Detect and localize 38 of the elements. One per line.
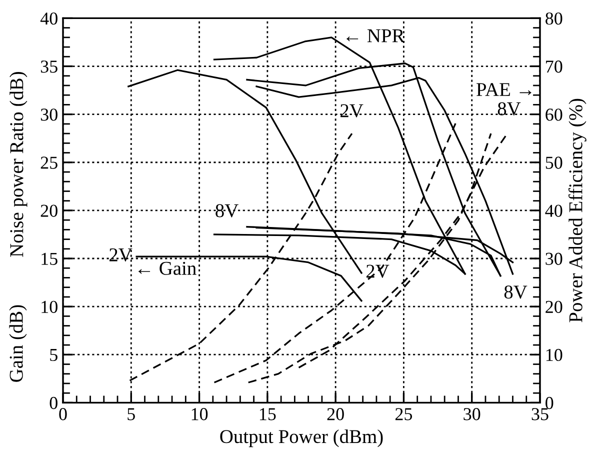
x-tick-label: 30 [464,408,480,420]
x-tick-label: 35 [532,408,548,420]
y-tick-label: 25 [40,156,58,169]
x-axis-title: Output Power (dBm) [220,429,383,448]
annotation: 8V [216,204,238,218]
y2-tick-label: 60 [546,108,562,121]
x-tick-label: 5 [128,408,135,420]
y2-tick-label: 20 [546,300,562,313]
y2-tick-label: 80 [546,12,562,25]
y2-tick-label: 10 [546,348,562,362]
annotation: 2V [110,248,132,262]
annotation: ← Gain [138,262,196,275]
y2-tick-label: 30 [546,252,562,265]
y2-tick-label: 50 [546,156,562,169]
y2-tick-label: 0 [546,396,554,410]
y-tick-label: 5 [50,349,58,362]
y2-axis-title: Power Added Efficiency (%) [568,98,586,322]
annotation: 2V [340,104,364,118]
annotation: 8V [504,286,528,299]
y-tick-label: 35 [40,60,58,73]
y-tick-label: 0 [50,396,58,410]
y2-tick-label: 40 [545,204,562,217]
y2-tick-label: 70 [546,60,562,73]
y-axis-title: Noise power Ratio (dB) [10,72,28,257]
y-tick-label: 20 [40,204,58,217]
annotation: ← NPR [346,29,405,42]
y-tick-label: 40 [40,12,58,25]
y-tick-label: 30 [40,108,58,121]
x-tick-label: 10 [192,408,208,420]
y-tick-label: 10 [42,300,58,313]
y-tick-label: 15 [42,252,58,265]
x-tick-label: 25 [395,408,412,420]
x-tick-label: 0 [59,408,67,420]
annotation: 8V [498,102,521,116]
text: Gain (dB) [9,305,27,382]
x-tick-label: 20 [327,408,344,420]
x-tick-label: 15 [260,408,276,420]
annotation: PAE → [476,83,532,96]
